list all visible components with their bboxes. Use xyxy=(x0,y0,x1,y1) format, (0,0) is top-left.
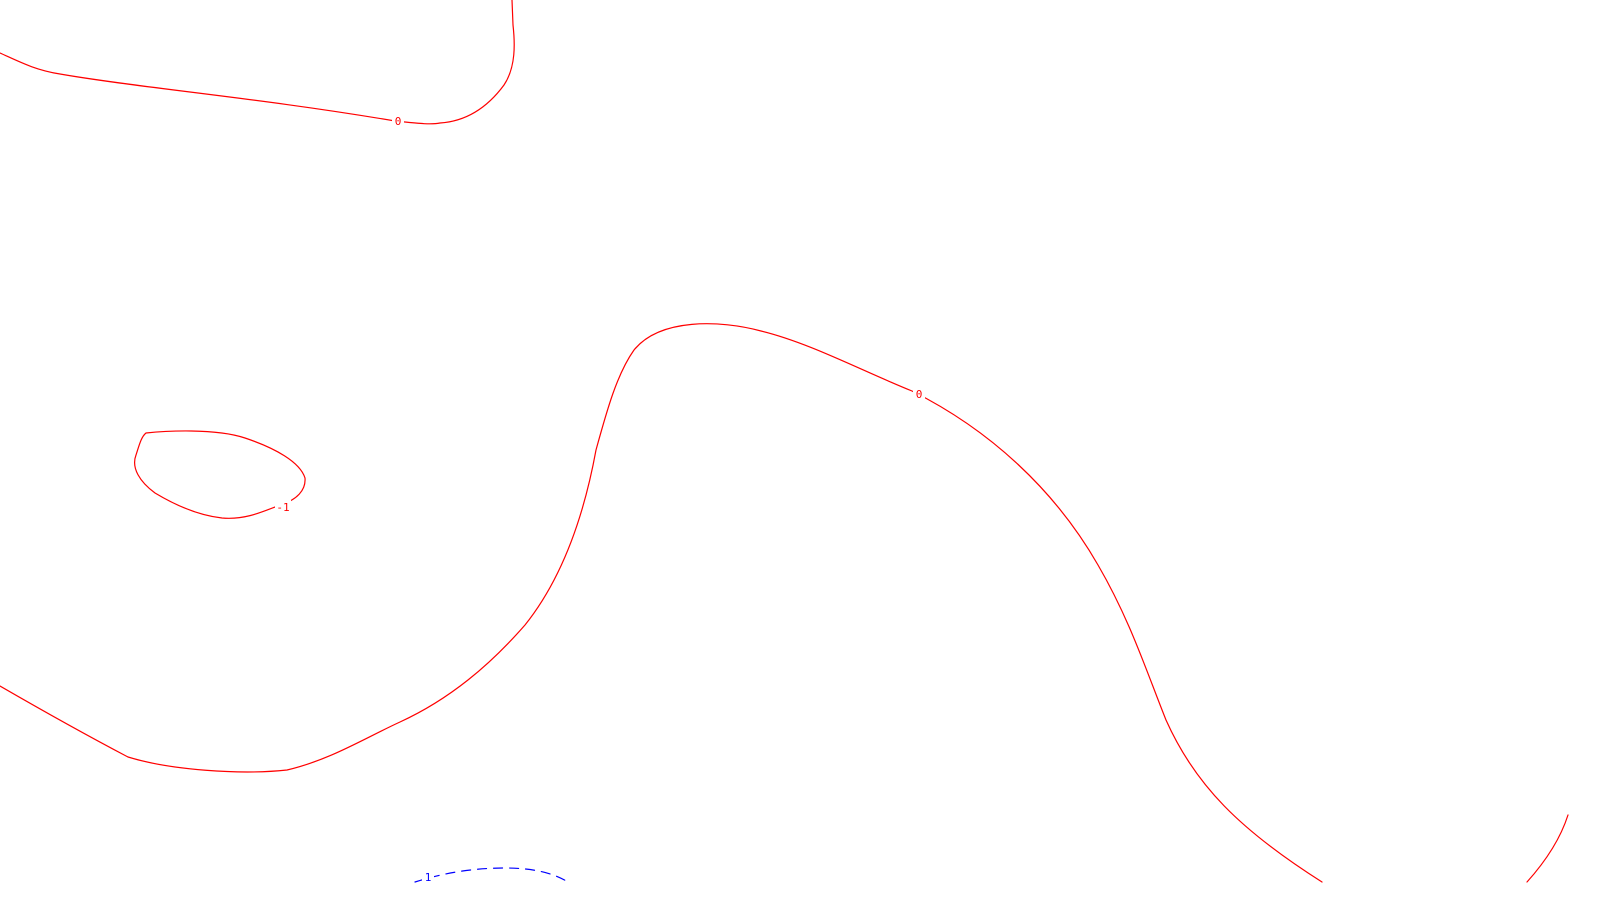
contour-label-one: 1 xyxy=(425,871,432,884)
contour-label-zero-top: 0 xyxy=(395,115,402,128)
contour-line-zero-top xyxy=(0,0,515,125)
contour-label-minus-one: -1 xyxy=(276,501,289,514)
contour-line-zero-bottom-right xyxy=(1526,814,1569,883)
contour-label-zero-middle: 0 xyxy=(916,388,923,401)
contour-line-one xyxy=(414,867,569,883)
contour-line-minus-one xyxy=(134,430,306,519)
contour-line-zero-middle xyxy=(0,323,1323,883)
